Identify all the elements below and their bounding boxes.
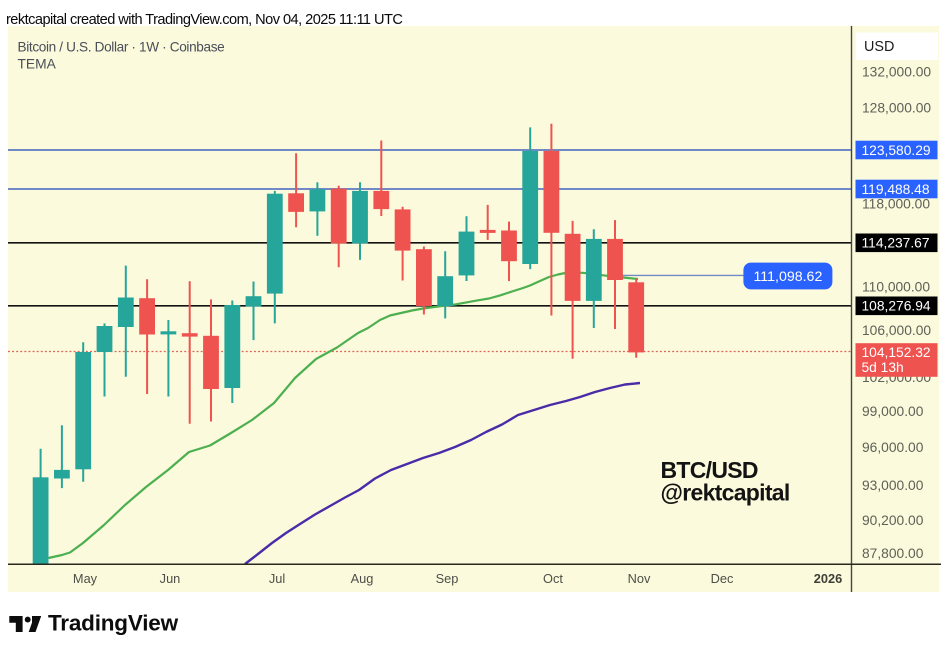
svg-text:114,237.67: 114,237.67 <box>862 236 930 251</box>
svg-text:Nov: Nov <box>628 571 651 586</box>
svg-text:@rektcapital: @rektcapital <box>661 479 790 505</box>
svg-text:123,580.29: 123,580.29 <box>862 143 931 158</box>
svg-text:111,098.62: 111,098.62 <box>753 269 822 285</box>
svg-text:104,152.32: 104,152.32 <box>862 345 931 360</box>
svg-text:132,000.00: 132,000.00 <box>862 64 931 79</box>
svg-text:May: May <box>73 571 98 586</box>
svg-text:119,488.48: 119,488.48 <box>862 182 930 197</box>
svg-text:99,000.00: 99,000.00 <box>862 404 924 419</box>
svg-text:Jun: Jun <box>160 571 181 586</box>
svg-text:TEMA: TEMA <box>18 57 57 72</box>
svg-text:2026: 2026 <box>814 571 842 586</box>
svg-text:USD: USD <box>864 39 894 55</box>
svg-text:TradingView: TradingView <box>48 611 179 636</box>
svg-text:106,000.00: 106,000.00 <box>862 323 931 338</box>
svg-text:Oct: Oct <box>543 571 563 586</box>
svg-text:rektcapital created with Tradi: rektcapital created with TradingView.com… <box>6 12 402 28</box>
svg-text:128,000.00: 128,000.00 <box>862 100 931 115</box>
svg-text:Bitcoin / U.S. Dollar · 1W · C: Bitcoin / U.S. Dollar · 1W · Coinbase <box>18 40 225 55</box>
svg-text:108,276.94: 108,276.94 <box>862 299 931 314</box>
svg-text:110,000.00: 110,000.00 <box>862 279 930 294</box>
svg-text:Aug: Aug <box>351 571 374 586</box>
svg-text:96,000.00: 96,000.00 <box>862 440 924 455</box>
svg-text:118,000.00: 118,000.00 <box>862 196 930 211</box>
svg-text:BTC/USD: BTC/USD <box>661 457 758 483</box>
svg-text:87,800.00: 87,800.00 <box>862 546 924 561</box>
svg-text:5d 13h: 5d 13h <box>862 360 904 375</box>
svg-text:Jul: Jul <box>269 571 285 586</box>
svg-text:93,000.00: 93,000.00 <box>862 478 924 493</box>
svg-text:Dec: Dec <box>711 571 734 586</box>
svg-text:Sep: Sep <box>436 571 459 586</box>
svg-text:90,200.00: 90,200.00 <box>862 513 924 528</box>
